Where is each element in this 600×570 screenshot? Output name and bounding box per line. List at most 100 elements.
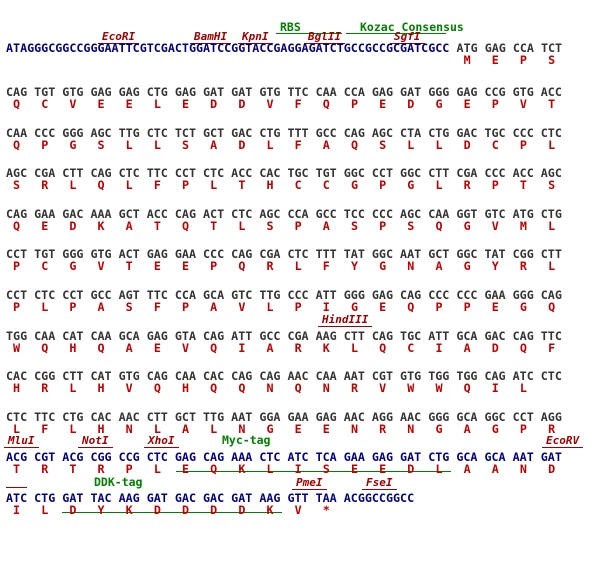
- amino-acid: H: [97, 421, 105, 436]
- amino-acid: E: [379, 462, 387, 477]
- amino-acid: Q: [41, 340, 49, 355]
- amino-acid: F: [294, 97, 302, 111]
- amino-acid: K: [266, 503, 274, 517]
- amino-acid: A: [266, 340, 274, 355]
- amino-acid: L: [238, 218, 246, 233]
- amino-acid: D: [182, 503, 190, 517]
- feature-label: Kozac Consensus: [360, 20, 464, 34]
- amino-acid: I: [491, 381, 499, 396]
- amino-acid: Q: [407, 300, 415, 314]
- amino-acid: L: [69, 421, 77, 436]
- amino-acid: H: [97, 381, 105, 396]
- amino-acid: F: [548, 340, 556, 355]
- amino-acid: E: [294, 421, 302, 436]
- tag-underline: [62, 512, 282, 513]
- amino-acid: N: [350, 421, 358, 436]
- amino-acid: R: [294, 340, 302, 355]
- amino-acid: L: [548, 218, 556, 233]
- amino-acid: N: [125, 421, 133, 436]
- site-line: [6, 487, 27, 488]
- amino-acid: D: [407, 97, 415, 111]
- amino-acid: A: [322, 137, 330, 152]
- amino-acid: G: [69, 137, 77, 152]
- amino-acid: T: [13, 462, 21, 477]
- amino-acid: M: [463, 53, 471, 67]
- site-label: EcoRI: [98, 30, 140, 44]
- amino-acid: N: [407, 259, 415, 274]
- amino-acid: *: [322, 503, 330, 517]
- amino-acid: L: [266, 462, 274, 477]
- amino-acid: L: [548, 137, 556, 152]
- amino-acid: R: [266, 259, 274, 274]
- amino-acid: P: [294, 218, 302, 233]
- amino-acid: P: [350, 97, 358, 111]
- amino-acid: P: [463, 300, 471, 314]
- amino-acid: K: [125, 503, 133, 517]
- amino-acid: T: [153, 218, 161, 233]
- amino-acid: D: [463, 137, 471, 152]
- amino-acid: I: [13, 503, 21, 517]
- amino-acid: L: [125, 178, 133, 193]
- amino-acid: P: [491, 97, 499, 111]
- amino-acid: E: [41, 218, 49, 233]
- amino-acid: E: [153, 340, 161, 355]
- amino-acid: K: [322, 340, 330, 355]
- feature-line: [346, 33, 446, 34]
- amino-acid: G: [69, 259, 77, 274]
- amino-acid: V: [491, 218, 499, 233]
- amino-acid: I: [294, 462, 302, 477]
- feature-label: RBS: [280, 20, 301, 34]
- amino-acid: L: [435, 178, 443, 193]
- amino-acid: Q: [182, 218, 190, 233]
- amino-acid: G: [519, 300, 527, 314]
- amino-acid: V: [97, 259, 105, 274]
- amino-acid: R: [548, 421, 556, 436]
- amino-acid: E: [491, 53, 499, 67]
- amino-acid: D: [153, 503, 161, 517]
- utr-sequence: ATAGGGCGGCCGGGAATTCGTCGACTGGATCCGGTACCGA…: [6, 41, 450, 55]
- codon-sequence: ACG CGT ACG CGG CCG CTC GAG CAG AAA CTC …: [6, 450, 562, 465]
- amino-acid: A: [491, 462, 499, 477]
- amino-acid: E: [463, 97, 471, 111]
- amino-acid: G: [350, 300, 358, 314]
- amino-acid: D: [69, 503, 77, 517]
- amino-acid: S: [548, 178, 556, 193]
- amino-acid: S: [407, 218, 415, 233]
- amino-acid: A: [125, 340, 133, 355]
- amino-acid: L: [407, 137, 415, 152]
- amino-acid: F: [153, 300, 161, 314]
- site-label: HindIII: [318, 313, 373, 327]
- codon-sequence: CAA CCC GGG AGC TTG CTC TCT GCT GAC CTG …: [6, 125, 562, 140]
- amino-acid: K: [97, 218, 105, 233]
- amino-acid: P: [491, 178, 499, 193]
- amino-acid: G: [463, 259, 471, 274]
- amino-acid: G: [350, 178, 358, 193]
- amino-acid: P: [41, 137, 49, 152]
- amino-acid: T: [548, 97, 556, 111]
- amino-acid: V: [519, 97, 527, 111]
- amino-acid: L: [435, 137, 443, 152]
- codon-sequence: CAG GAA GAC AAA GCT ACC CAG ACT CTC AGC …: [6, 206, 562, 221]
- site-label: SgfI: [390, 30, 425, 44]
- amino-acid: V: [69, 97, 77, 111]
- amino-acid: S: [125, 300, 133, 314]
- amino-acid: A: [435, 259, 443, 274]
- site-label: BamHI: [190, 30, 232, 44]
- amino-acid: Q: [210, 340, 218, 355]
- amino-acid: Q: [463, 381, 471, 396]
- codon-sequence: CCT TGT GGG GTG ACT GAG GAA CCC CAG CGA …: [6, 247, 562, 262]
- amino-acid: R: [41, 178, 49, 193]
- site-label: BglII: [304, 30, 346, 44]
- amino-acid: Q: [97, 178, 105, 193]
- amino-acid: D: [238, 503, 246, 517]
- amino-acid: P: [519, 421, 527, 436]
- site-label: FseI: [362, 476, 397, 490]
- amino-acid: E: [491, 300, 499, 314]
- amino-acid: N: [266, 381, 274, 396]
- amino-acid: L: [210, 178, 218, 193]
- site-label: NotI: [78, 434, 113, 448]
- amino-acid: F: [153, 178, 161, 193]
- amino-acid: E: [379, 97, 387, 111]
- amino-acid: T: [238, 178, 246, 193]
- amino-acid: S: [13, 178, 21, 193]
